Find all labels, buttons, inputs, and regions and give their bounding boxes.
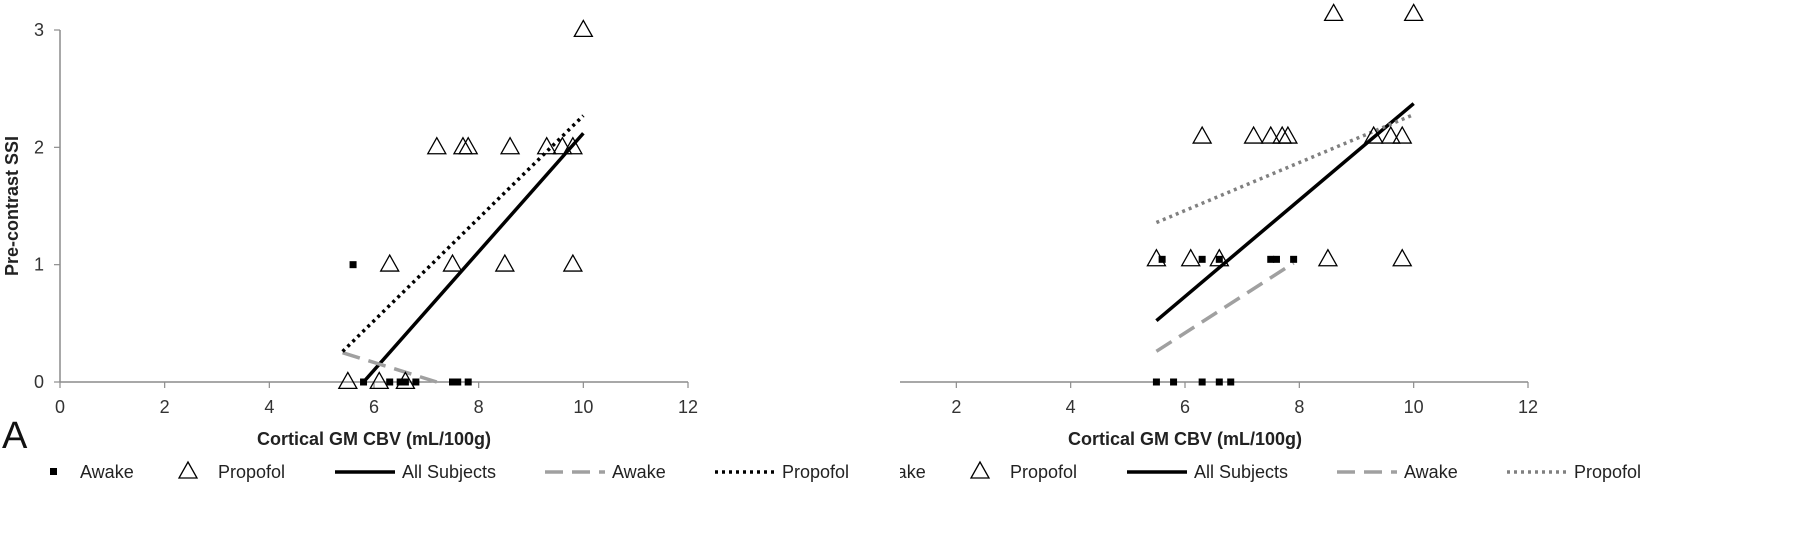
x-tick-label: 12 [678,397,698,417]
data-point-propofol [442,253,463,272]
data-point-propofol [499,136,521,155]
legend-label: Awake [1404,462,1458,482]
data-point-propofol [1392,248,1413,267]
data-point-awake [1198,378,1206,386]
x-tick-label: 4 [264,397,274,417]
data-point-propofol [1317,248,1339,267]
y-tick-label: 0 [34,372,44,392]
data-point-propofol [494,253,515,272]
data-point-awake [1215,255,1223,263]
data-point-propofol [395,371,416,390]
legend-label: Propofol [1574,462,1641,482]
legend-label: Propofol [1010,462,1077,482]
data-point-awake [1272,255,1280,263]
legend-swatch-awake [50,468,57,475]
x-axis-label: Cortical GM CBV (mL/100g) [257,429,491,449]
chart-panel-a: 0 2 4 6 8 10 12 0 1 2 3 Cortical GM CBV (mL/100g) Pr… [2,19,849,482]
data-point-awake [1198,255,1206,263]
data-point-propofol [1209,248,1230,267]
data-point-propofol [369,371,390,390]
trendline-all-subjects-solid [362,132,585,384]
data-point-propofol [1260,125,1281,144]
data-point-propofol [1392,125,1413,144]
data-point-propofol [1363,125,1384,144]
x-tick-label: 10 [1404,397,1424,417]
data-point-propofol [536,136,557,155]
data-point-propofol [562,136,583,155]
data-point-awake [360,378,368,386]
trendline-awake-dashed [1155,261,1295,353]
data-point-propofol [1192,125,1213,144]
trendline-awake-dashed [342,350,438,384]
x-tick-label: 6 [369,397,379,417]
x-tick-label: 4 [1066,397,1076,417]
legend-label: Propofol [218,462,285,482]
data-point-awake [1170,378,1178,386]
x-tick-label: 8 [1294,397,1304,417]
data-point-awake [401,378,409,386]
data-point-propofol [1277,125,1299,144]
data-point-awake [449,378,456,386]
x-tick-label: 6 [1180,397,1190,417]
x-tick-label: 8 [474,397,484,417]
x-axis-label: Cortical GM CBV (mL/100g) [1068,429,1302,449]
data-point-propofol [337,371,358,390]
data-point-awake [1215,378,1223,386]
legend-label: All Subjects [1194,462,1288,482]
x-tick-label: 10 [573,397,593,417]
data-point-awake [349,261,357,269]
data-point-awake [464,378,472,386]
x-tick-label: 0 [55,397,65,417]
legend-label: Awake [80,462,134,482]
legend-swatch-propofol [969,460,991,479]
data-point-propofol [1323,3,1344,22]
data-point-propofol [458,136,479,155]
data-point-propofol [573,19,594,38]
data-point-propofol [1180,248,1201,267]
data-point-awake [1227,378,1235,386]
data-point-propofol [379,253,400,272]
trendline-propofol-dotted [341,114,585,353]
data-point-propofol [552,136,573,155]
y-axis-label: Pre-contrast SSI [2,136,22,276]
trendline-all-subjects-solid [1155,102,1415,323]
legend-label: All Subjects [402,462,496,482]
data-point-awake [1290,255,1298,263]
data-point-awake [412,378,420,386]
y-tick-label: 3 [34,20,44,40]
panel-label: A [2,415,28,457]
data-point-propofol [426,136,447,155]
legend-label: Awake [612,462,666,482]
y-tick-label: 2 [34,137,44,157]
x-tick-label: 12 [1518,397,1538,417]
data-point-awake [386,378,394,386]
data-point-propofol [1380,125,1401,144]
data-point-propofol [1403,3,1424,22]
data-point-propofol [1243,125,1264,144]
legend-swatch-propofol [177,460,199,479]
x-tick-label: 2 [951,397,961,417]
data-point-propofol [1146,248,1167,267]
data-point-awake [1152,378,1160,386]
x-tick-label: 2 [160,397,170,417]
legend-label: Propofol [782,462,849,482]
y-tick-label: 1 [34,255,44,275]
data-point-propofol [562,253,583,272]
data-point-awake [1267,255,1275,263]
legend-label: Awake [900,462,926,482]
data-point-awake [454,378,462,386]
